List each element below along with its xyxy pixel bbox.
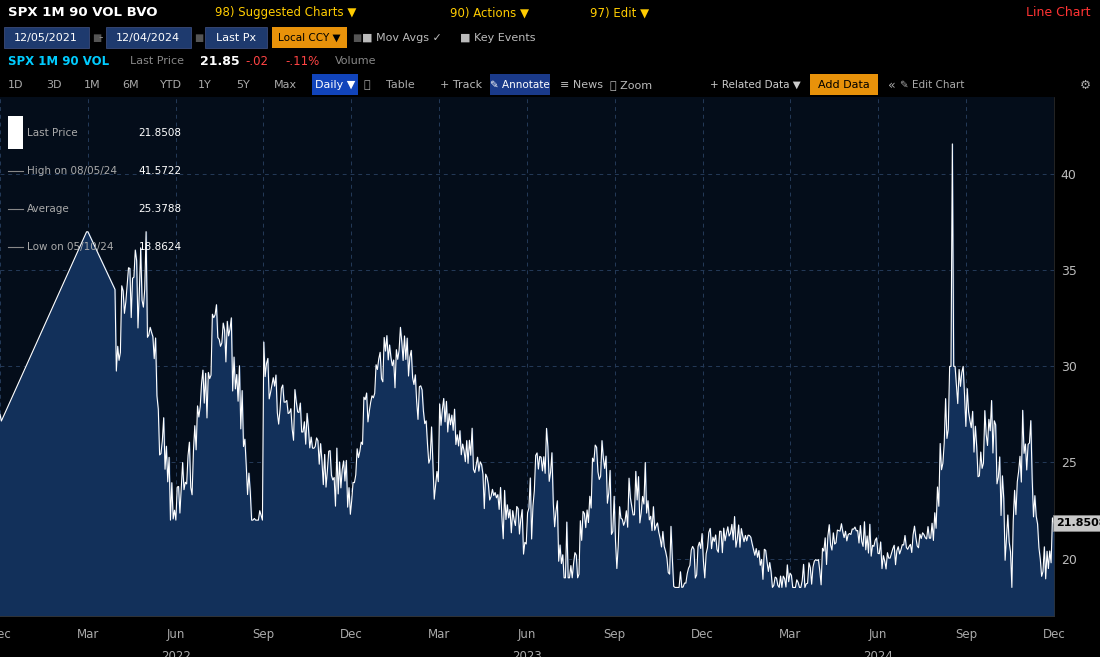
- Text: Jun: Jun: [869, 627, 888, 641]
- Bar: [106, 27, 191, 48]
- Bar: [4, 27, 89, 48]
- Bar: [490, 74, 550, 95]
- Text: 21.8508: 21.8508: [1056, 518, 1100, 528]
- Text: Dec: Dec: [1043, 627, 1065, 641]
- Text: Dec: Dec: [0, 627, 11, 641]
- Text: 97) Edit ▼: 97) Edit ▼: [590, 7, 649, 20]
- Text: Sep: Sep: [604, 627, 626, 641]
- Text: Table: Table: [386, 80, 415, 90]
- Text: Line Chart: Line Chart: [1025, 7, 1090, 20]
- Text: High on 08/05/24: High on 08/05/24: [26, 166, 117, 175]
- Text: SPX 1M 90 VOL: SPX 1M 90 VOL: [8, 55, 109, 68]
- Text: Last Px: Last Px: [216, 33, 256, 43]
- Text: ■ Key Events: ■ Key Events: [460, 33, 536, 43]
- Text: -: -: [98, 32, 102, 45]
- Text: ■: ■: [352, 33, 361, 43]
- Text: «: «: [888, 79, 895, 92]
- Text: Mar: Mar: [779, 627, 802, 641]
- Text: Volume: Volume: [336, 56, 376, 66]
- Text: -.11%: -.11%: [285, 55, 319, 68]
- Text: Dec: Dec: [340, 627, 363, 641]
- Text: Jun: Jun: [166, 627, 185, 641]
- Text: YTD: YTD: [160, 80, 182, 90]
- Text: + Related Data ▼: + Related Data ▼: [710, 80, 801, 90]
- Bar: [312, 74, 358, 95]
- Bar: [8, 116, 23, 149]
- Text: Local CCY ▼: Local CCY ▼: [277, 33, 340, 43]
- Text: Average: Average: [26, 204, 69, 214]
- Text: Sep: Sep: [252, 627, 275, 641]
- Text: Daily ▼: Daily ▼: [315, 80, 355, 90]
- Bar: [205, 27, 267, 48]
- Text: 2024: 2024: [864, 650, 893, 657]
- Bar: [810, 74, 878, 95]
- Text: Low on 05/10/24: Low on 05/10/24: [26, 242, 113, 252]
- Text: ■: ■: [92, 33, 101, 43]
- Text: 3D: 3D: [46, 80, 62, 90]
- Text: 41.5722: 41.5722: [139, 166, 182, 175]
- Text: 6M: 6M: [122, 80, 139, 90]
- Text: 🔍 Zoom: 🔍 Zoom: [610, 80, 652, 90]
- Text: 1D: 1D: [8, 80, 23, 90]
- Text: 12/05/2021: 12/05/2021: [14, 33, 78, 43]
- Text: 5Y: 5Y: [236, 80, 250, 90]
- Text: 90) Actions ▼: 90) Actions ▼: [450, 7, 529, 20]
- Text: 📈: 📈: [364, 80, 371, 90]
- Text: Add Data: Add Data: [818, 80, 870, 90]
- Text: 2022: 2022: [161, 650, 190, 657]
- Text: + Track: + Track: [440, 80, 482, 90]
- Text: Last Price: Last Price: [26, 127, 78, 137]
- Text: 25.3788: 25.3788: [139, 204, 182, 214]
- Text: 18.8624: 18.8624: [139, 242, 182, 252]
- Text: 2023: 2023: [512, 650, 542, 657]
- Text: 1M: 1M: [84, 80, 100, 90]
- Text: ≡ News: ≡ News: [560, 80, 603, 90]
- Text: ■: ■: [194, 33, 204, 43]
- Text: ✎ Annotate: ✎ Annotate: [491, 80, 550, 90]
- Text: 12/04/2024: 12/04/2024: [116, 33, 180, 43]
- Text: Jun: Jun: [518, 627, 536, 641]
- Text: -.02: -.02: [245, 55, 268, 68]
- Text: Mar: Mar: [77, 627, 99, 641]
- Text: 21.85: 21.85: [200, 55, 240, 68]
- Text: 21.8508: 21.8508: [139, 127, 182, 137]
- Text: ⚙: ⚙: [1080, 79, 1091, 92]
- Text: 98) Suggested Charts ▼: 98) Suggested Charts ▼: [214, 7, 356, 20]
- Text: ✎ Edit Chart: ✎ Edit Chart: [900, 80, 965, 90]
- Text: Dec: Dec: [691, 627, 714, 641]
- Bar: [272, 27, 346, 48]
- Text: Max: Max: [274, 80, 297, 90]
- Text: ■ Mov Avgs ✓: ■ Mov Avgs ✓: [362, 33, 442, 43]
- Text: Mar: Mar: [428, 627, 450, 641]
- Text: 1Y: 1Y: [198, 80, 211, 90]
- Text: Sep: Sep: [955, 627, 977, 641]
- Text: SPX 1M 90 VOL BVO: SPX 1M 90 VOL BVO: [8, 7, 157, 20]
- Text: Last Price: Last Price: [130, 56, 184, 66]
